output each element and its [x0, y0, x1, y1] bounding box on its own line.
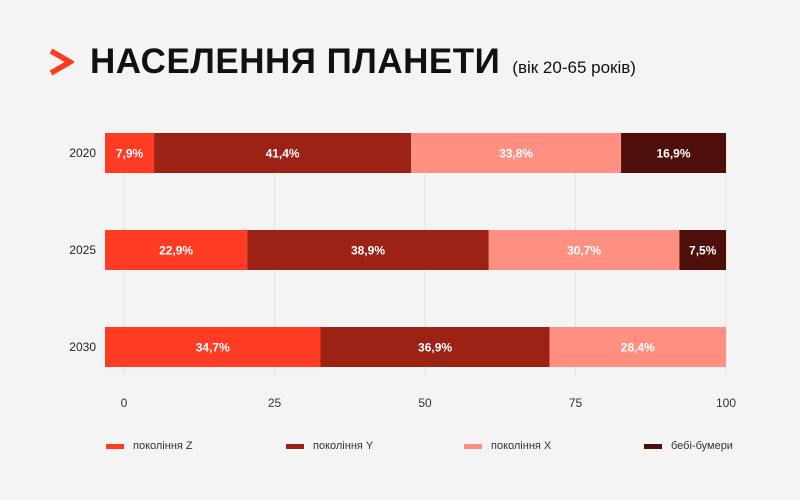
- legend-item: покоління Z: [106, 440, 193, 452]
- bar-segment: [320, 327, 550, 367]
- data-label: 7,9%: [116, 147, 144, 161]
- data-label: 34,7%: [196, 341, 230, 355]
- legend-label: покоління Y: [313, 440, 374, 452]
- legend-item: покоління X: [464, 440, 551, 452]
- bar-segment: [488, 230, 680, 270]
- data-label: 41,4%: [266, 147, 300, 161]
- y-category-label: 2020: [69, 146, 96, 160]
- data-label: 22,9%: [159, 244, 193, 258]
- legend-label: покоління Z: [133, 440, 193, 452]
- x-tick-label: 50: [418, 396, 432, 410]
- data-label: 36,9%: [418, 341, 452, 355]
- legend-label: покоління X: [491, 440, 552, 452]
- chart-subtitle: (вік 20-65 років): [512, 58, 636, 77]
- chart-legend: покоління Z покоління Y покоління X бебі-бу…: [0, 440, 800, 456]
- stacked-bar-chart: 0 25 50 75 100 2020 7,9% 41,4% 33,8% 16,9% 2025 22,…: [69, 133, 736, 410]
- data-label: 16,9%: [657, 147, 691, 161]
- chart-header: НАСЕЛЕННЯ ПЛАНЕТИ (вік 20-65 років): [48, 40, 636, 84]
- bar-segment: [105, 327, 321, 367]
- chart-title: НАСЕЛЕННЯ ПЛАНЕТИ: [90, 42, 501, 81]
- x-tick-label: 75: [569, 396, 583, 410]
- bar-segment: [549, 327, 726, 367]
- bar-segment: [247, 230, 489, 270]
- data-label: 7,5%: [689, 244, 717, 258]
- legend-swatch: [106, 443, 124, 449]
- chevron-right-icon: [49, 48, 74, 76]
- data-label: 38,9%: [351, 244, 385, 258]
- bar-segment: [679, 230, 726, 270]
- legend-swatch: [644, 443, 662, 449]
- data-label: 33,8%: [499, 147, 533, 161]
- legend-item: покоління Y: [286, 440, 373, 452]
- bar-segment: [621, 133, 726, 173]
- bar-segment: [105, 133, 155, 173]
- bar-segment: [411, 133, 622, 173]
- data-label: 28,4%: [621, 341, 655, 355]
- legend-swatch: [286, 443, 304, 449]
- bar-segment: [154, 133, 412, 173]
- legend-label: бебі-бумери: [671, 440, 733, 452]
- y-category-label: 2025: [69, 243, 96, 257]
- x-tick-label: 100: [716, 396, 736, 410]
- x-tick-label: 0: [121, 396, 128, 410]
- legend-item: бебі-бумери: [644, 440, 733, 452]
- data-label: 30,7%: [567, 244, 601, 258]
- bar-segment: [105, 230, 248, 270]
- legend-swatch: [464, 443, 482, 449]
- x-tick-label: 25: [268, 396, 282, 410]
- y-category-label: 2030: [69, 340, 96, 354]
